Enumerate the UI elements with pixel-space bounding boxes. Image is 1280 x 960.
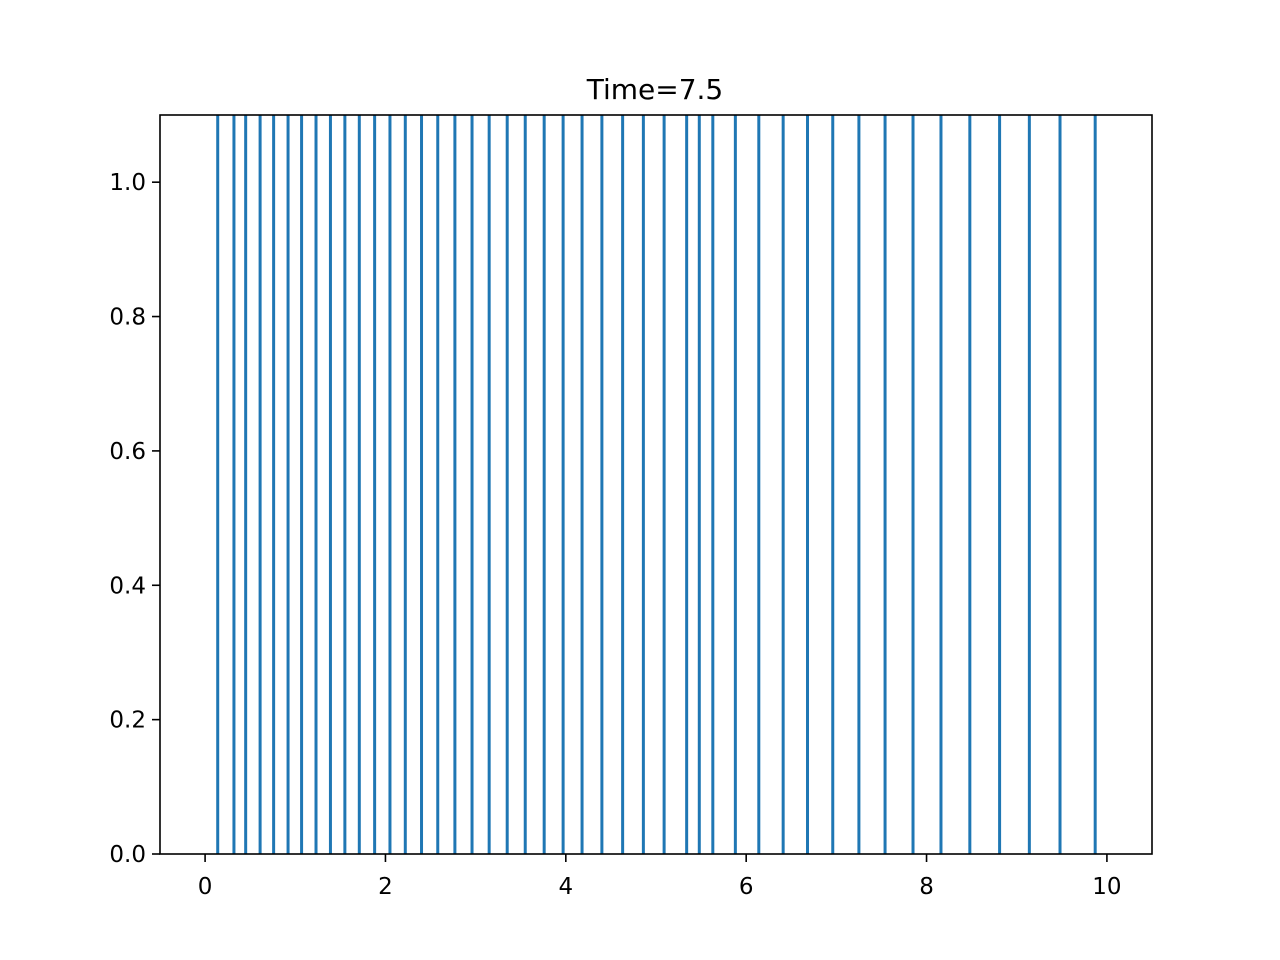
x-tick-label: 10 <box>1092 874 1121 900</box>
y-tick-label: 0.2 <box>109 708 146 734</box>
y-tick-label: 0.6 <box>109 439 146 465</box>
y-tick-label: 0.8 <box>109 305 146 331</box>
vertical-lines-series <box>216 115 1097 854</box>
x-tick-label: 6 <box>739 874 754 900</box>
y-tick-label: 1.0 <box>109 170 146 196</box>
x-axis: 0 2 4 6 8 10 <box>198 854 1122 900</box>
x-tick-label: 4 <box>558 874 573 900</box>
y-axis: 0.0 0.2 0.4 0.6 0.8 1.0 <box>109 170 160 868</box>
x-tick-label: 8 <box>919 874 934 900</box>
plot-frame <box>159 114 1153 855</box>
y-tick-label: 0.0 <box>109 842 146 868</box>
x-tick-label: 2 <box>378 874 393 900</box>
chart-title: Time=7.5 <box>586 73 724 106</box>
y-tick-label: 0.4 <box>109 573 146 599</box>
x-tick-label: 0 <box>198 874 213 900</box>
